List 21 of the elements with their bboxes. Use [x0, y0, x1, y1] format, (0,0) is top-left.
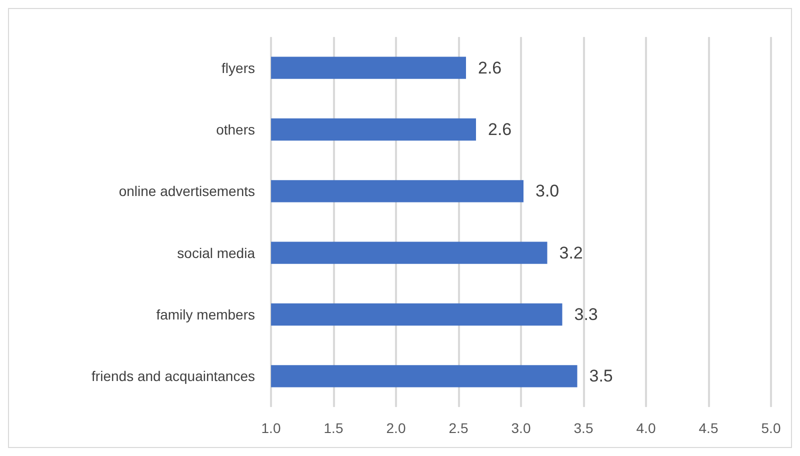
y-tick-label: family members: [156, 306, 255, 322]
x-tick-label: 4.5: [698, 420, 718, 436]
x-tick-label: 1.5: [324, 420, 344, 436]
y-tick-label: social media: [177, 244, 256, 261]
x-tick-label: 2.5: [448, 420, 468, 436]
data-label: 2.6: [478, 58, 502, 78]
y-tick-label: flyers: [222, 60, 255, 76]
x-tick-label: 3.0: [511, 420, 531, 436]
x-tick-label: 5.0: [761, 420, 781, 436]
y-tick-label: online advertisements: [118, 183, 255, 200]
x-tick-label: 4.0: [636, 420, 656, 436]
data-label: 3.0: [536, 182, 560, 201]
data-label: 2.6: [488, 120, 512, 139]
data-label: 3.5: [589, 366, 613, 386]
y-tick-label: others: [216, 122, 255, 138]
x-tick-label: 1.0: [261, 420, 281, 436]
x-tick-label: 3.5: [574, 420, 594, 436]
y-tick-label: friends and acquaintances: [92, 368, 255, 384]
data-label: 3.3: [574, 305, 598, 324]
x-tick-label: 2.0: [386, 420, 406, 436]
data-label: 3.2: [559, 243, 583, 262]
